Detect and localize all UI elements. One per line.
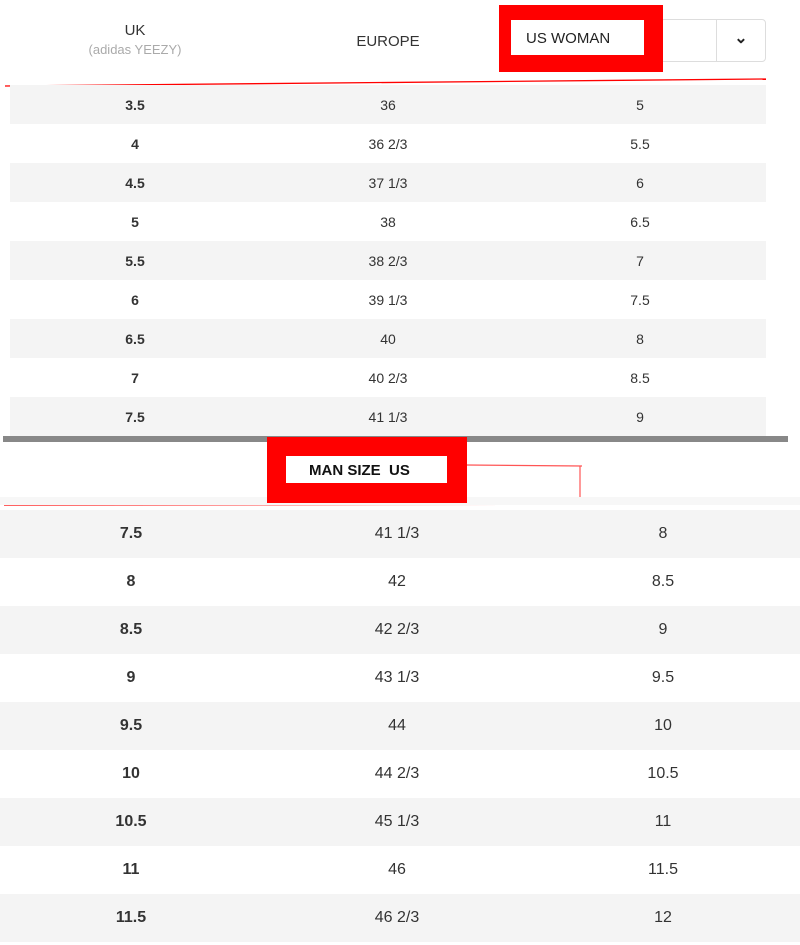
uk-size-cell: 6 [131,291,139,308]
uk-column-header: UK (adidas YEEZY) [40,22,230,57]
europe-size-cell: 40 [380,330,396,347]
table-row: 9 43 1/3 9.5 [0,654,800,702]
us-size-cell: 5.5 [630,135,650,152]
europe-size-cell: 40 2/3 [368,369,408,386]
woman-size-table: 3.5 36 5 4 36 2/3 5.5 4.5 37 1/3 6 5 38 6.5 5.5 38 2/… [10,85,766,436]
table-row: 11 46 11.5 [0,846,800,894]
table-row: 4 36 2/3 5.5 [10,124,766,163]
table-row: 9.5 44 10 [0,702,800,750]
europe-size-cell: 36 [380,96,396,113]
uk-size-cell: 3.5 [125,96,145,113]
europe-size-cell: 44 2/3 [374,765,420,782]
europe-column-header: EUROPE [356,33,420,50]
europe-size-cell: 46 [388,861,406,878]
uk-size-cell: 11 [122,861,140,878]
chevron-down-icon[interactable]: ⌄ [734,30,748,47]
uk-size-cell: 4.5 [125,174,145,191]
us-size-cell: 12 [654,909,672,926]
uk-size-cell: 9.5 [119,717,143,734]
table-row: 4.5 37 1/3 6 [10,163,766,202]
table-row: 7 40 2/3 8.5 [10,358,766,397]
annotation-box-man: MAN SIZE US [267,437,467,503]
uk-size-cell: 6.5 [125,330,145,347]
us-size-cell: 6 [636,174,644,191]
europe-size-cell: 45 1/3 [374,813,420,830]
uk-size-cell: 11.5 [115,909,147,926]
europe-size-cell: 39 1/3 [368,291,408,308]
annotation-box-woman: US WOMAN [499,5,663,72]
europe-size-cell: 36 2/3 [368,135,408,152]
us-size-cell: 9 [636,408,644,425]
europe-size-cell: 42 2/3 [374,621,420,638]
table-row: 7.5 41 1/3 9 [10,397,766,436]
table-row: 10 44 2/3 10.5 [0,750,800,798]
annotation-line-connector [465,464,583,467]
uk-size-cell: 7.5 [119,525,143,542]
us-size-cell: 10.5 [647,765,679,782]
table-row: 6 39 1/3 7.5 [10,280,766,319]
table-row: 7.5 41 1/3 8 [0,510,800,558]
table-row: 8.5 42 2/3 9 [0,606,800,654]
table-row: 6.5 40 8 [10,319,766,358]
uk-size-cell: 5 [131,213,139,230]
table-row: 5 38 6.5 [10,202,766,241]
us-size-cell: 11 [654,813,672,830]
uk-size-cell: 7.5 [125,408,145,425]
europe-size-cell: 41 1/3 [374,525,420,542]
uk-size-cell: 7 [131,369,139,386]
man-size-label: MAN SIZE US [286,456,447,483]
europe-size-cell: 38 [380,213,396,230]
uk-size-cell: 8.5 [119,621,143,638]
us-size-cell: 6.5 [630,213,650,230]
uk-size-cell: 10.5 [115,813,147,830]
europe-size-cell: 38 2/3 [368,252,408,269]
dropdown-divider [716,20,717,61]
us-size-cell: 7 [636,252,644,269]
uk-label: UK [124,22,146,39]
us-size-cell: 8.5 [630,369,650,386]
us-size-cell: 11.5 [648,861,678,878]
us-size-cell: 8 [658,525,668,542]
uk-size-cell: 8 [126,573,136,590]
table-row: 8 42 8.5 [0,558,800,606]
annotation-line-top [4,78,767,87]
man-size-table: 7.5 41 1/3 8 8 42 8.5 8.5 42 2/3 9 9 43 1/3 9.5 9.5 4… [0,510,800,942]
europe-size-cell: 42 [388,573,406,590]
europe-size-cell: 41 1/3 [368,408,408,425]
table-row: 11.5 46 2/3 12 [0,894,800,942]
us-size-cell: 9 [658,621,668,638]
us-size-cell: 7.5 [630,291,650,308]
table-row: 3.5 36 5 [10,85,766,124]
us-size-cell: 9.5 [651,669,675,686]
uk-sublabel: (adidas YEEZY) [88,42,182,57]
us-size-cell: 10 [654,717,672,734]
us-woman-selected[interactable]: US WOMAN [511,20,644,55]
uk-size-cell: 10 [122,765,140,782]
europe-size-cell: 44 [388,717,406,734]
size-system-dropdown[interactable]: ⌄ [660,19,766,62]
us-size-cell: 5 [636,96,644,113]
europe-size-cell: 46 2/3 [374,909,420,926]
table-row: 10.5 45 1/3 11 [0,798,800,846]
table-row: 5.5 38 2/3 7 [10,241,766,280]
europe-size-cell: 37 1/3 [368,174,408,191]
uk-size-cell: 4 [131,135,139,152]
uk-size-cell: 9 [126,669,136,686]
us-size-cell: 8 [636,330,644,347]
uk-size-cell: 5.5 [125,252,145,269]
europe-size-cell: 43 1/3 [374,669,420,686]
us-size-cell: 8.5 [651,573,675,590]
